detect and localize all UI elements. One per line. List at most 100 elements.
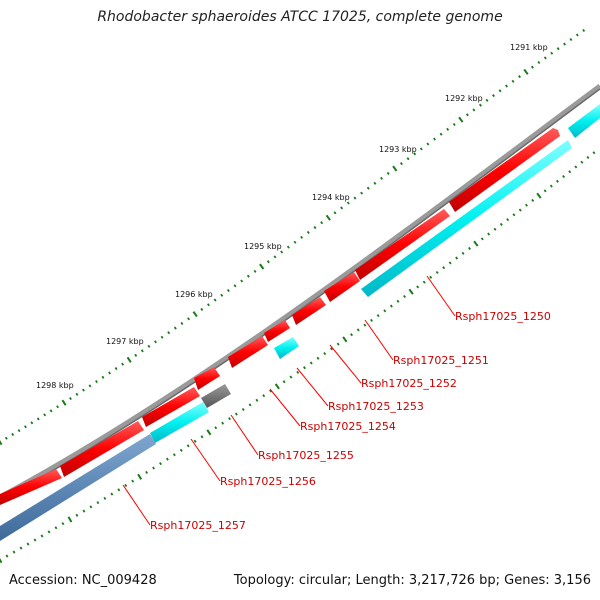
tick-mark [200, 307, 204, 312]
tick-mark [4, 436, 8, 440]
tick-mark [433, 137, 436, 141]
tick-mark [40, 534, 44, 538]
tick-mark [406, 157, 410, 161]
tick-mark [366, 186, 370, 190]
tick-mark [89, 505, 93, 509]
gene-label[interactable]: Rsph17025_1254 [300, 420, 396, 433]
tick-mark [556, 47, 560, 51]
tick-mark [179, 448, 183, 452]
forward-genes [0, 128, 560, 505]
gene-1251-feature[interactable] [355, 209, 450, 280]
tick-mark [325, 214, 331, 221]
tick-mark [289, 375, 293, 379]
tick-label: 1295 kbp [244, 242, 282, 251]
gene-1255-feature[interactable] [228, 336, 268, 368]
tick-mark [221, 421, 225, 425]
gene-1256a-feature[interactable] [194, 367, 220, 390]
tick-mark [165, 457, 169, 461]
tick-mark [329, 347, 333, 351]
tick-label: 1297 kbp [106, 337, 144, 346]
gene-1255-feature-misc[interactable] [201, 384, 231, 408]
gene-1257-feature-highlight[interactable] [0, 434, 156, 541]
tick-mark [435, 270, 439, 275]
tick-mark [206, 429, 212, 436]
tick-mark [131, 479, 135, 483]
tick-mark [569, 37, 573, 42]
gene-1250-feature[interactable] [449, 128, 560, 212]
tick-mark [121, 362, 125, 366]
gene-label[interactable]: Rsph17025_1251 [393, 354, 489, 367]
map-title: Rhodobacter sphaeroides ATCC 17025, comp… [97, 9, 503, 25]
tick-mark [226, 289, 230, 293]
tick-mark [56, 405, 59, 409]
tick-mark [200, 435, 204, 439]
tick-mark [480, 237, 484, 241]
gene-1256-feature-reverse[interactable] [150, 402, 209, 443]
tick-mark [485, 98, 489, 102]
tick-mark [160, 335, 164, 339]
tick-mark [82, 509, 86, 513]
gene-1253-feature[interactable] [292, 297, 326, 325]
gene-label[interactable]: Rsph17025_1257 [150, 519, 246, 532]
tick-mark [30, 421, 34, 425]
tick-mark [17, 429, 21, 433]
gene-1257b-feature[interactable] [0, 469, 62, 505]
tick-mark [300, 235, 304, 239]
tick-mark [159, 462, 162, 466]
gene-1251-feature-reverse[interactable] [361, 140, 572, 297]
tick-mark [96, 501, 100, 505]
tick-mark [95, 380, 98, 384]
gene-label[interactable]: Rsph17025_1255 [258, 449, 354, 462]
tick-mark [246, 274, 250, 278]
tick-mark [487, 232, 491, 236]
gene-label[interactable]: Rsph17025_1250 [455, 310, 551, 323]
gene-label[interactable]: Rsph17025_1256 [220, 475, 316, 488]
tick-label: 1293 kbp [379, 145, 417, 154]
tick-mark [416, 285, 420, 289]
tick-mark [426, 142, 430, 146]
gene-1254-feature-reverse[interactable] [274, 337, 299, 359]
gene-label[interactable]: Rsph17025_1253 [328, 400, 424, 413]
tick-mark [137, 473, 143, 480]
gene-1250-feature-reverse[interactable] [568, 104, 600, 138]
tick-mark [340, 206, 344, 210]
tick-mark [108, 371, 111, 375]
tick-mark [234, 412, 238, 416]
tick-mark [333, 211, 337, 215]
tick-mark [303, 366, 306, 370]
outer-tick-track [0, 28, 586, 446]
tick-mark [455, 256, 459, 260]
tick-mark [26, 542, 30, 546]
tick-mark [248, 403, 252, 407]
tick-mark [213, 298, 217, 302]
gene-1256b-feature[interactable] [142, 387, 200, 427]
tick-mark [323, 352, 327, 356]
tick-mark [506, 218, 510, 222]
tick-labels: 1291 kbp 1292 kbp 1293 kbp 1294 kbp 1295… [36, 43, 548, 390]
tick-mark [452, 122, 456, 127]
tick-mark [518, 75, 521, 79]
tick-mark [12, 550, 16, 554]
tick-mark [563, 42, 567, 46]
gene-1257a-feature[interactable] [60, 421, 144, 477]
gene-1252-feature[interactable] [324, 272, 360, 302]
tick-mark [49, 409, 53, 413]
gene-label[interactable]: Rsph17025_1252 [361, 377, 457, 390]
tick-mark [134, 353, 138, 357]
tick-mark [499, 222, 503, 226]
tick-label: 1296 kbp [175, 290, 213, 299]
tick-mark [523, 68, 529, 75]
tick-mark [172, 453, 176, 457]
tick-mark [33, 538, 37, 542]
tick-mark [114, 367, 118, 371]
gene-1254-feature[interactable] [264, 320, 290, 342]
tick-mark [0, 557, 3, 564]
tick-mark [147, 344, 151, 348]
tick-mark [282, 380, 286, 384]
tick-mark [266, 260, 270, 264]
tick-mark [419, 147, 423, 151]
tick-mark [316, 356, 320, 360]
tick-mark [154, 340, 157, 344]
tick-mark [280, 250, 284, 254]
tick-mark [429, 275, 433, 279]
